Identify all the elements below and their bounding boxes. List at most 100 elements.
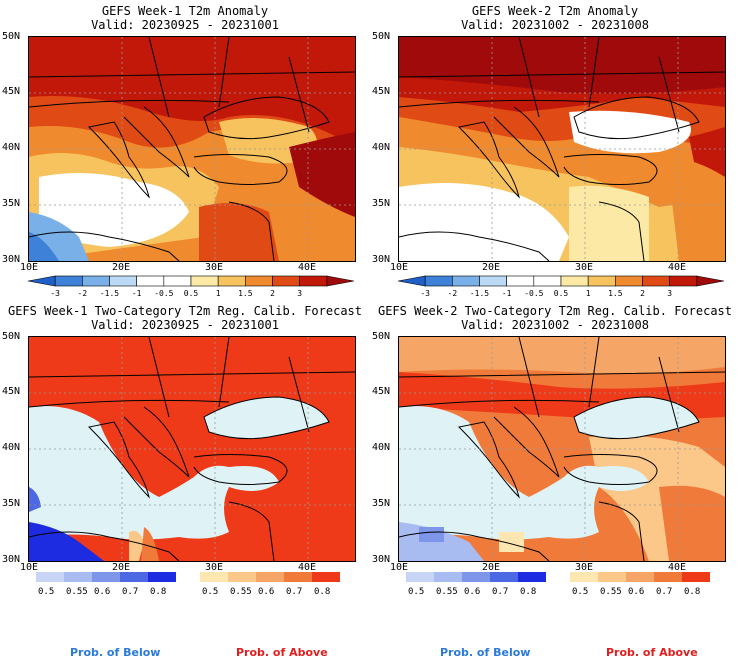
colorbar-tick-label: 0.5	[38, 587, 54, 597]
colorbar-swatch	[598, 572, 626, 582]
colorbar-swatch	[587, 275, 616, 287]
lat-label-45n: 45N	[372, 386, 391, 397]
lat-label-30n: 30N	[2, 554, 21, 565]
colorbar-swatch	[92, 572, 120, 582]
colorbar-tick-label: -2	[448, 289, 458, 298]
colorbar-swatch	[490, 572, 518, 582]
colorbar-swatch	[228, 572, 256, 582]
colorbar-swatch	[256, 572, 284, 582]
colorbar-tick-label: 0.5	[184, 289, 199, 298]
lon-label-30e: 30E	[205, 262, 224, 273]
prob-above-swatches: 0.5 0.55 0.6 0.7 0.8	[200, 572, 340, 597]
colorbar-swatch	[27, 275, 56, 287]
panel-week2-probability: GEFS Week-2 Two-Category T2m Reg. Calib.…	[370, 300, 740, 600]
prob-above-swatches: 0.5 0.55 0.6 0.7 0.8	[570, 572, 710, 597]
colorbar-tick-label: 0.5	[572, 587, 588, 597]
anomaly-colorbar-swatches: -3 -2 -1.5 -1 -0.5 0.5 1 1.5 2 3	[397, 275, 725, 298]
colorbar-tick-label: 0.6	[258, 587, 274, 597]
prob-above-label-right: Prob. of Above	[606, 646, 698, 659]
colorbar-swatch	[626, 572, 654, 582]
prob-above-label-left: Prob. of Above	[236, 646, 328, 659]
panel-title: GEFS Week-2 T2m Anomaly	[471, 4, 639, 18]
prob-below-swatches: 0.5 0.55 0.6 0.7 0.8	[406, 572, 546, 597]
lon-label-20e: 20E	[112, 562, 131, 573]
lon-label-40e: 40E	[668, 262, 687, 273]
colorbar-swatch	[245, 275, 273, 287]
colorbar-tick-label: 0.6	[464, 587, 480, 597]
colorbar-tick-label: -2	[78, 289, 88, 298]
colorbar-swatch	[654, 572, 682, 582]
colorbar-tick-label: 0.7	[286, 587, 302, 597]
colorbar-swatch	[272, 275, 300, 287]
colorbar-tick-label: 2	[270, 289, 275, 298]
colorbar-swatch	[669, 275, 698, 287]
colorbar-tick-label: 0.8	[684, 587, 700, 597]
lon-label-30e: 30E	[205, 562, 224, 573]
colorbar-swatch	[200, 572, 228, 582]
lon-label-20e: 20E	[112, 262, 131, 273]
lat-label-35n: 35N	[372, 498, 391, 509]
colorbar-tick-label: -1.5	[100, 289, 119, 298]
colorbar-swatch	[190, 275, 219, 287]
lat-label-35n: 35N	[2, 498, 21, 509]
colorbar-swatch	[82, 275, 110, 287]
colorbar-swatch	[109, 275, 137, 287]
colorbar-swatch	[462, 572, 490, 582]
anomaly-colorbar-week1: -3 -2 -1.5 -1 -0.5 0.5 1 1.5 2 3	[27, 275, 355, 298]
colorbar-swatch	[120, 572, 148, 582]
colorbar-tick-label: -1	[132, 289, 142, 298]
probability-map-week2	[398, 336, 726, 562]
colorbar-tick-label: 3	[667, 289, 672, 298]
colorbar-swatch	[560, 275, 589, 287]
lat-label-50n: 50N	[2, 31, 21, 42]
colorbar-swatch	[36, 572, 64, 582]
colorbar-tick-label: -3	[50, 289, 60, 298]
colorbar-swatch	[163, 275, 192, 287]
colorbar-tick-label: 1.5	[608, 289, 623, 298]
colorbar-tick-label: -3	[420, 289, 430, 298]
colorbar-swatch	[284, 572, 312, 582]
lat-label-50n: 50N	[372, 331, 391, 342]
panel-week1-anomaly: GEFS Week-1 T2m Anomaly Valid: 20230925 …	[0, 0, 370, 300]
anomaly-colorbar-swatches: -3 -2 -1.5 -1 -0.5 0.5 1 1.5 2 3	[27, 275, 355, 298]
colorbar-swatch	[217, 275, 246, 287]
lat-label-40n: 40N	[372, 142, 391, 153]
colorbar-swatch	[518, 572, 546, 582]
prob-below-label-right: Prob. of Below	[440, 646, 531, 659]
colorbar-tick-label: -1.5	[470, 289, 489, 298]
colorbar-swatch	[506, 275, 535, 287]
colorbar-swatch	[148, 572, 176, 582]
colorbar-swatch	[64, 572, 92, 582]
colorbar-swatch	[642, 275, 670, 287]
panel-week1-probability: GEFS Week-1 Two-Category T2m Reg. Calib.…	[0, 300, 370, 600]
colorbar-tick-label: 0.55	[436, 587, 458, 597]
colorbar-tick-label: 3	[297, 289, 302, 298]
prob-below-swatches: 0.5 0.55 0.6 0.7 0.8	[36, 572, 176, 597]
colorbar-tick-label: -0.5	[524, 289, 543, 298]
panel-week2-anomaly: GEFS Week-2 T2m Anomaly Valid: 20231002 …	[370, 0, 740, 300]
probability-map-week1	[28, 336, 356, 562]
lon-label-10e: 10E	[20, 562, 39, 573]
colorbar-tick-label: -1	[502, 289, 512, 298]
prob-above-colorbar-week1: 0.5 0.55 0.6 0.7 0.8	[200, 572, 350, 598]
colorbar-swatch	[312, 572, 340, 582]
panel-valid-dates: Valid: 20230925 - 20231001	[91, 18, 279, 32]
lon-label-10e: 10E	[390, 562, 409, 573]
colorbar-swatch	[434, 572, 462, 582]
panel-valid-dates: Valid: 20231002 - 20231008	[461, 318, 649, 332]
colorbar-swatch	[397, 275, 426, 287]
prob-below-colorbar-week1: 0.5 0.55 0.6 0.7 0.8	[36, 572, 186, 598]
prob-below-colorbar-week2: 0.5 0.55 0.6 0.7 0.8	[406, 572, 556, 598]
lon-label-20e: 20E	[482, 262, 501, 273]
colorbar-tick-label: 0.8	[314, 587, 330, 597]
lat-label-40n: 40N	[2, 442, 21, 453]
colorbar-tick-label: 2	[640, 289, 645, 298]
colorbar-tick-label: 0.8	[150, 587, 166, 597]
lat-label-40n: 40N	[2, 142, 21, 153]
lat-label-35n: 35N	[2, 198, 21, 209]
colorbar-tick-label: 1	[216, 289, 221, 298]
colorbar-tick-label: 0.55	[230, 587, 252, 597]
lat-label-50n: 50N	[2, 331, 21, 342]
lat-label-50n: 50N	[372, 31, 391, 42]
lon-label-10e: 10E	[20, 262, 39, 273]
